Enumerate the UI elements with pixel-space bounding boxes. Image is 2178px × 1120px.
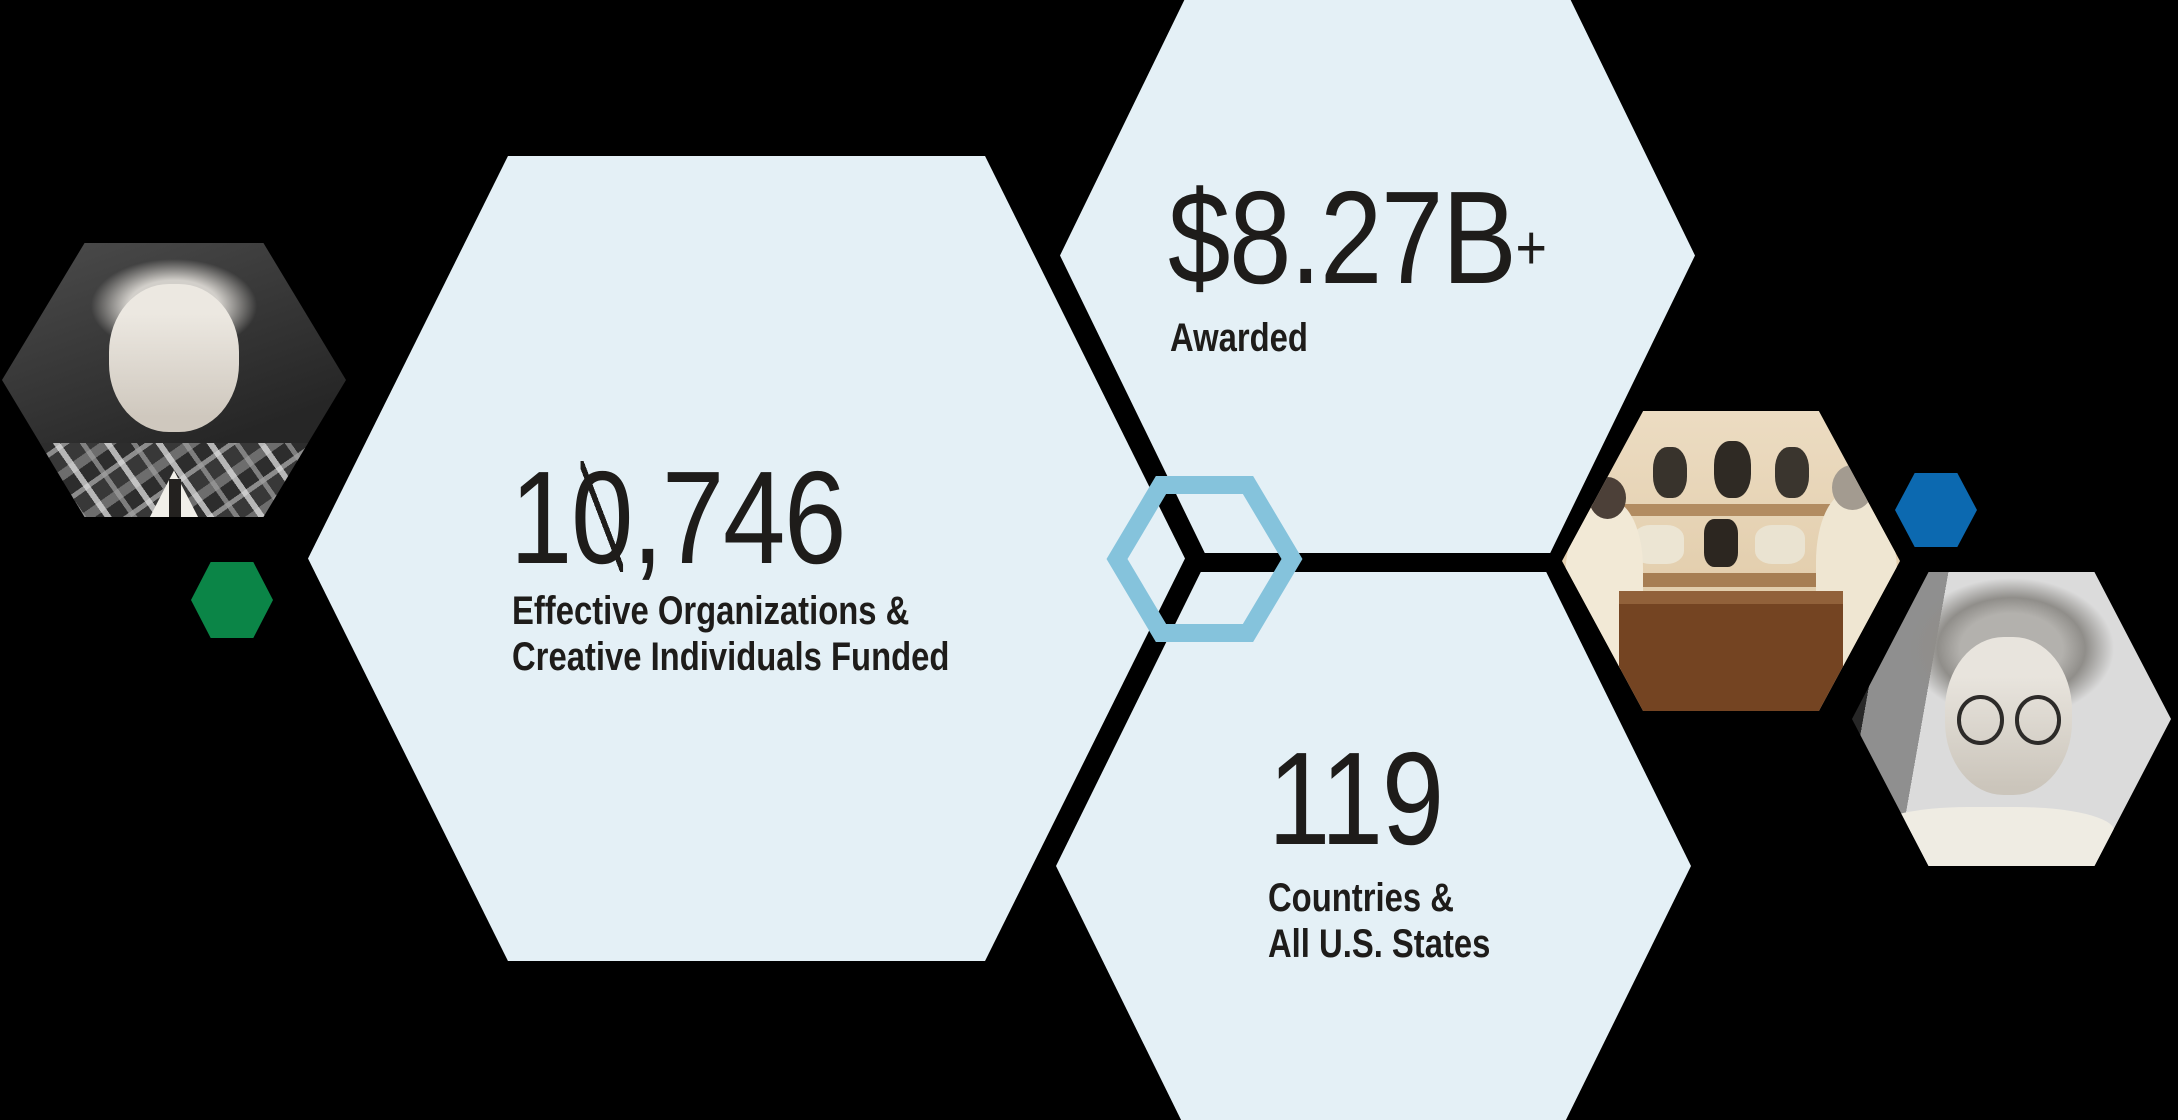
awarded-amount-value: $8.27B — [1168, 164, 1517, 311]
funded-count-digits: ,746 — [632, 444, 846, 591]
photo-art-vase — [1653, 447, 1688, 498]
photo-art-glasses — [2014, 695, 2061, 745]
funded-stat-hexagon: 10,746 Effective Organizations & Creativ… — [308, 156, 1185, 961]
photo-art-statue — [1703, 519, 1738, 567]
reach-stat-hexagon: 119 Countries & All U.S. States — [1056, 572, 1691, 1120]
green-accent-hexagon — [191, 562, 273, 638]
photo-art-table — [1619, 591, 1843, 711]
hexagon-outline-icon — [1106, 476, 1303, 642]
awarded-amount-plus: + — [1515, 213, 1547, 284]
funded-label-line2: Creative Individuals Funded — [512, 635, 950, 679]
photo-woman-portrait — [1852, 572, 2171, 866]
photo-man-portrait — [2, 243, 346, 517]
funded-count: 10,746 — [510, 444, 846, 591]
photo-art-blouse — [1871, 807, 2114, 866]
awarded-amount: $8.27B+ — [1168, 172, 1547, 304]
reach-label: Countries & All U.S. States — [1268, 875, 1490, 967]
photo-art-face — [108, 284, 240, 433]
photo-art-planter — [1754, 525, 1806, 564]
blue-accent-hexagon — [1895, 473, 1977, 547]
photo-art-shelf — [1575, 573, 1887, 587]
hexagon-outline-shape — [1106, 476, 1303, 642]
photo-art-glasses — [1957, 695, 2004, 745]
funded-label: Effective Organizations & Creative Indiv… — [512, 588, 949, 680]
reach-label-line1: Countries & — [1268, 876, 1454, 920]
funded-count-slashed-zero: 0 — [571, 444, 633, 591]
photo-art-woman-head — [1589, 477, 1627, 519]
funded-count-digit: 1 — [510, 444, 572, 591]
reach-count: 119 — [1268, 733, 1444, 865]
awarded-label: Awarded — [1170, 315, 1308, 361]
reach-count-value: 119 — [1268, 725, 1444, 872]
photo-art-man-head — [1832, 465, 1873, 510]
photo-art-shelf — [1585, 504, 1877, 516]
funded-label-line1: Effective Organizations & — [512, 589, 910, 633]
photo-art-tie — [168, 478, 181, 517]
photo-art-vase — [1714, 441, 1752, 498]
awarded-stat-hexagon: $8.27B+ Awarded — [1060, 0, 1695, 553]
photo-art-vase — [1774, 447, 1809, 498]
reach-label-line2: All U.S. States — [1268, 922, 1491, 966]
awarded-label-text: Awarded — [1170, 316, 1308, 360]
photo-chess-couple — [1562, 411, 1900, 711]
